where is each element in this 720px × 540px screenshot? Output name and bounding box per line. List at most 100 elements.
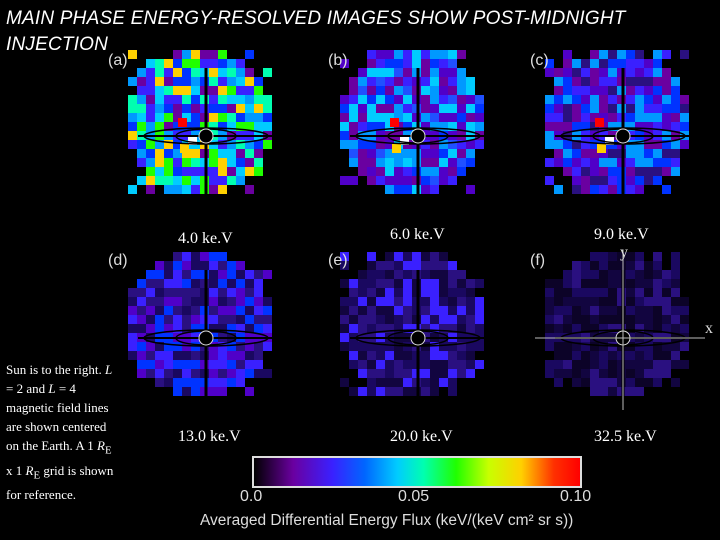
flux-pixel	[554, 140, 563, 149]
flux-pixel	[671, 122, 680, 131]
flux-pixel	[218, 158, 227, 167]
flux-pixel	[430, 324, 439, 333]
flux-pixel	[644, 378, 653, 387]
flux-pixel	[545, 297, 554, 306]
flux-pixel	[227, 59, 236, 68]
flux-pixel	[245, 149, 254, 158]
flux-pixel	[146, 342, 155, 351]
flux-pixel	[385, 95, 394, 104]
flux-pixel	[403, 270, 412, 279]
flux-pixel	[572, 113, 581, 122]
flux-pixel	[599, 77, 608, 86]
flux-pixel	[245, 315, 254, 324]
flux-pixel	[340, 176, 349, 185]
flux-pixel	[635, 104, 644, 113]
flux-pixel	[421, 59, 430, 68]
energy-label-c: 9.0 ke.V	[594, 226, 649, 243]
flux-pixel	[680, 315, 689, 324]
flux-pixel	[209, 261, 218, 270]
earth-icon	[615, 128, 631, 144]
flux-pixel	[367, 315, 376, 324]
flux-pixel	[227, 68, 236, 77]
flux-pixel	[128, 113, 137, 122]
flux-pixel	[572, 297, 581, 306]
flux-pixel	[128, 315, 137, 324]
flux-pixel	[590, 50, 599, 59]
flux-pixel	[608, 158, 617, 167]
flux-pixel	[662, 50, 671, 59]
flux-pixel	[403, 261, 412, 270]
flux-pixel	[173, 149, 182, 158]
flux-pixel	[209, 351, 218, 360]
flux-pixel	[475, 104, 484, 113]
flux-pixel	[644, 315, 653, 324]
flux-pixel	[358, 77, 367, 86]
flux-pixel	[644, 158, 653, 167]
flux-pixel	[263, 270, 272, 279]
note-text: = 4 magnetic field lines are shown cente…	[6, 381, 109, 453]
flux-pixel	[209, 95, 218, 104]
flux-pixel	[644, 288, 653, 297]
flux-pixel	[448, 315, 457, 324]
flux-pixel	[245, 158, 254, 167]
flux-pixel	[430, 261, 439, 270]
flux-pixel	[581, 279, 590, 288]
flux-pixel	[400, 136, 409, 145]
flux-pixel	[394, 104, 403, 113]
flux-pixel	[236, 261, 245, 270]
flux-pixel	[608, 50, 617, 59]
flux-pixel	[545, 360, 554, 369]
flux-pixel	[209, 77, 218, 86]
flux-pixel	[254, 95, 263, 104]
flux-pixel	[599, 176, 608, 185]
flux-pixel	[563, 167, 572, 176]
flux-pixel	[182, 369, 191, 378]
flux-pixel	[635, 68, 644, 77]
flux-pixel	[644, 104, 653, 113]
flux-pixel	[457, 113, 466, 122]
flux-pixel	[385, 77, 394, 86]
flux-pixel	[182, 252, 191, 261]
flux-pixel	[155, 306, 164, 315]
flux-pixel	[164, 149, 173, 158]
flux-pixel	[128, 306, 137, 315]
flux-pixel	[635, 50, 644, 59]
flux-pixel	[448, 113, 457, 122]
flux-pixel	[662, 113, 671, 122]
flux-pixel	[599, 68, 608, 77]
flux-pixel	[146, 351, 155, 360]
flux-pixel	[254, 122, 263, 131]
flux-pixel	[137, 342, 146, 351]
flux-pixel	[200, 50, 209, 59]
flux-pixel	[626, 176, 635, 185]
flux-pixel	[218, 59, 227, 68]
flux-pixel	[182, 104, 191, 113]
flux-pixel	[554, 369, 563, 378]
flux-pixel	[180, 144, 189, 153]
flux-pixel	[590, 342, 599, 351]
flux-pixel	[164, 77, 173, 86]
flux-pixel	[394, 167, 403, 176]
flux-pixel	[590, 77, 599, 86]
flux-pixel	[475, 122, 484, 131]
earth-icon	[410, 128, 426, 144]
flux-pixel	[394, 149, 403, 158]
flux-pixel	[254, 324, 263, 333]
flux-pixel	[218, 167, 227, 176]
flux-pixel	[227, 351, 236, 360]
flux-pixel	[173, 270, 182, 279]
flux-pixel	[188, 136, 197, 145]
flux-pixel	[626, 279, 635, 288]
flux-pixel	[164, 351, 173, 360]
flux-pixel	[653, 95, 662, 104]
flux-pixel	[376, 279, 385, 288]
flux-pixel	[385, 185, 394, 194]
flux-pixel	[236, 158, 245, 167]
flux-pixel	[182, 149, 191, 158]
flux-pixel	[340, 261, 349, 270]
caption-note: Sun is to the right. L = 2 and L = 4 mag…	[6, 360, 118, 504]
flux-pixel	[155, 369, 164, 378]
flux-pixel	[412, 261, 421, 270]
flux-pixel	[146, 77, 155, 86]
flux-pixel	[671, 140, 680, 149]
